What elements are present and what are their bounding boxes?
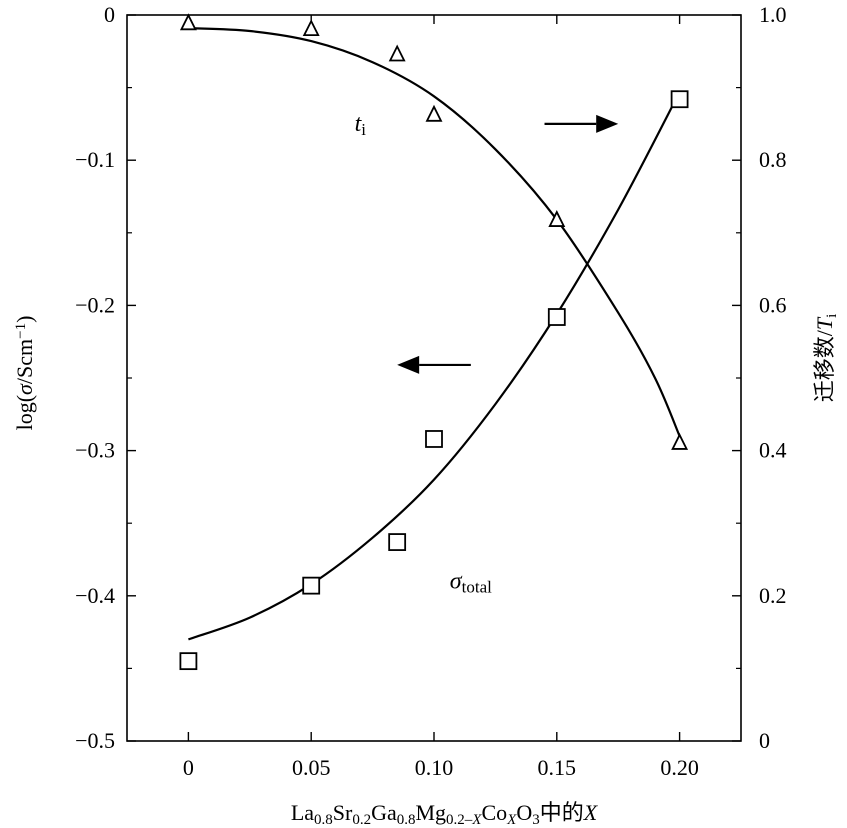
x-tick-label: 0.10 — [415, 755, 454, 780]
x-axis-label: La0.8Sr0.2Ga0.8Mg0.2–XCoXO3中的X — [291, 800, 599, 828]
annotations: ti σtotal — [355, 111, 619, 597]
y-left-axis-label: log(σ/Scm−1) — [12, 316, 37, 431]
y-left-tick-label: −0.2 — [75, 292, 115, 317]
label-part: 0.8 — [314, 812, 333, 828]
y-left-tick-label: −0.3 — [75, 438, 115, 463]
ti-annotation: ti — [355, 111, 367, 139]
triangle-marker — [302, 19, 320, 37]
annotation-main: t — [355, 111, 363, 137]
label-part: La — [291, 800, 314, 825]
plot-frame — [126, 14, 742, 742]
label-part: log( — [12, 395, 37, 430]
y-right-tick-label: 0.2 — [759, 583, 787, 608]
square-marker — [547, 308, 566, 326]
label-part: X — [471, 812, 482, 828]
y-left-tick-label: −0.1 — [75, 147, 115, 172]
ticks: 0 0.05 0.10 0.15 0.200−0.1−0.2−0.3−0.4−0.51.… — [75, 2, 786, 780]
label-part: Sr — [333, 800, 353, 825]
x-tick-label: 0.05 — [292, 755, 331, 780]
fitted-curves — [188, 27, 681, 641]
square-marker — [670, 90, 689, 109]
label-part: ) — [12, 316, 37, 323]
y-left-tick-label: −0.5 — [75, 728, 115, 753]
ti-curve — [188, 27, 681, 437]
label-part: T — [812, 316, 837, 330]
triangle-marker — [548, 210, 566, 227]
annotation-main: σ — [450, 569, 463, 595]
x-tick-label: 0.15 — [538, 755, 577, 780]
label-part: O — [516, 800, 532, 825]
triangle-marker — [425, 104, 443, 122]
square-marker — [388, 533, 407, 551]
label-part: X — [583, 800, 599, 825]
sigma-total-curve — [188, 91, 681, 641]
label-part: /Scm — [12, 339, 37, 384]
triangle-marker — [179, 13, 197, 31]
x-tick-label: 0.20 — [660, 755, 699, 780]
y-right-axis-label: 迁移数/Ti — [812, 314, 840, 403]
left-arrow-head — [397, 355, 420, 374]
label-part: σ — [12, 383, 37, 395]
triangle-marker — [388, 44, 406, 62]
label-part: 中的 — [540, 800, 584, 825]
y-right-tick-label: 0.4 — [759, 438, 787, 463]
annotation-sub: i — [361, 120, 366, 139]
square-marker — [179, 652, 198, 671]
triangle-marker — [671, 432, 689, 450]
square-marker — [302, 576, 321, 595]
x-tick-label: 0 — [183, 755, 194, 780]
y-left-tick-label: 0 — [104, 2, 115, 27]
data-markers — [179, 13, 689, 671]
label-part: Co — [481, 800, 507, 825]
y-right-tick-label: 0.6 — [759, 292, 787, 317]
label-part: i — [824, 314, 840, 318]
y-right-tick-label: 1.0 — [759, 2, 787, 27]
y-right-tick-label: 0 — [759, 728, 770, 753]
label-part: 0.8 — [397, 812, 416, 828]
annotation-sub: total — [462, 578, 492, 597]
axis-labels: La0.8Sr0.2Ga0.8Mg0.2–XCoXO3中的Xlog(σ/Scm−… — [12, 314, 840, 828]
y-left-tick-label: −0.4 — [75, 583, 115, 608]
square-marker — [425, 430, 443, 448]
sigma-annotation: σtotal — [450, 569, 492, 597]
label-part: Ga — [371, 800, 397, 825]
right-arrow-head — [596, 114, 619, 133]
label-part: −1 — [13, 323, 29, 339]
label-part: 3 — [532, 812, 540, 828]
label-part: X — [506, 812, 517, 828]
y-right-tick-label: 0.8 — [759, 147, 787, 172]
label-part: 0.2 — [352, 812, 371, 828]
label-part: 0.2– — [446, 812, 473, 828]
label-part: 迁移数/ — [812, 329, 837, 402]
label-part: Mg — [415, 800, 446, 825]
